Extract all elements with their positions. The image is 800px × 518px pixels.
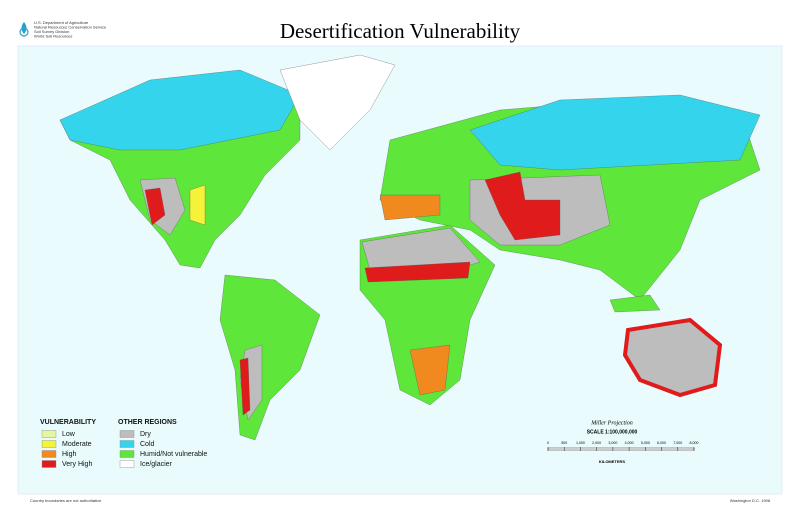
europe-high (379, 194, 441, 221)
legend-swatch (119, 460, 135, 468)
logo (19, 22, 29, 37)
scale-label: 500 (561, 441, 567, 445)
agency-line: World Soil Resources (34, 34, 72, 39)
sahel (364, 261, 471, 283)
agency-line: Soil Survey Division (34, 29, 69, 34)
scale-label: 5,000 (641, 441, 650, 445)
sa-very-high (239, 357, 251, 416)
legend-swatch (41, 450, 57, 458)
australia-rim (622, 317, 723, 398)
legend-label: Low (62, 431, 76, 438)
scale-label: 2,000 (592, 441, 601, 445)
legend-swatch (119, 430, 135, 438)
legend-label: Very High (62, 461, 92, 468)
scale-label: 0 (547, 441, 549, 445)
scale-label: 6,000 (657, 441, 666, 445)
agency-line: U.S. Department of Agriculture (34, 20, 89, 25)
legend-swatch (119, 450, 135, 458)
legend-label: Dry (140, 431, 151, 438)
southern-africa (409, 344, 451, 396)
legend-heading: OTHER REGIONS (118, 419, 177, 426)
scale-bar (547, 447, 695, 451)
eurasia-cold (469, 94, 761, 171)
legend-label: High (62, 451, 77, 458)
na-very-high (144, 187, 166, 226)
scale-label: 1,000 (576, 441, 585, 445)
greenland (279, 54, 396, 151)
scale-label: 8,000 (690, 441, 699, 445)
footer-place: Washington D.C. 1998 (730, 498, 771, 503)
world-map (59, 54, 761, 441)
legend-label: Moderate (62, 441, 92, 448)
na-moderate (189, 184, 206, 226)
legend-heading: VULNERABILITY (40, 419, 96, 426)
footer-note: Country boundaries are not authoritative (30, 498, 102, 503)
north-america-cold (59, 69, 301, 151)
map-title: Desertification Vulnerability (280, 19, 521, 43)
legend-swatch (119, 440, 135, 448)
scale-label: 3,000 (608, 441, 617, 445)
legend: VULNERABILITY OTHER REGIONS Low Moderate H… (40, 419, 207, 468)
scale-label: 7,000 (673, 441, 682, 445)
legend-swatch (41, 460, 57, 468)
agency-line: Natural Resources Conservation Service (34, 25, 107, 30)
legend-label: Humid/Not vulnerable (140, 451, 207, 458)
asia-very-high (484, 171, 561, 241)
sahara (361, 227, 481, 271)
scale-ratio: SCALE 1:100,000,000 (587, 429, 638, 435)
scale-unit: KILOMETERS (599, 459, 626, 464)
legend-label: Ice/glacier (140, 461, 173, 468)
scale-block: Miller Projection SCALE 1:100,000,000 KI… (547, 420, 699, 464)
scale-label: 4,000 (625, 441, 634, 445)
legend-label: Cold (140, 441, 155, 448)
legend-swatch (41, 440, 57, 448)
projection: Miller Projection (590, 420, 633, 426)
legend-swatch (41, 430, 57, 438)
indonesia (609, 294, 661, 313)
